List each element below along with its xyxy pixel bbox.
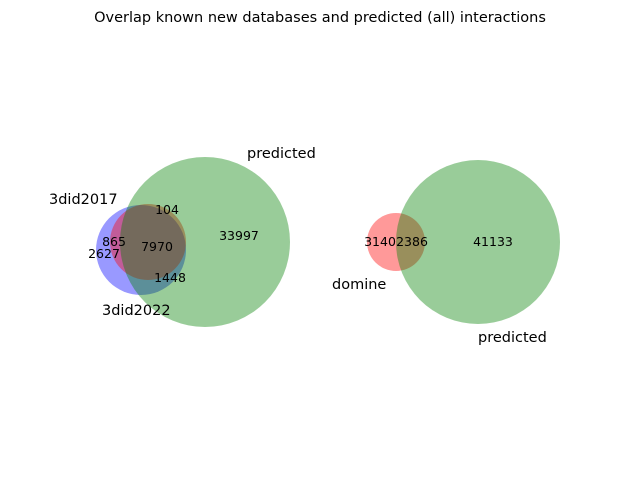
venn2-diagram: domine predicted 3140 2386 41133 — [332, 160, 560, 346]
set-circle-3did2017 — [110, 204, 186, 280]
count-3did2017-predicted: 104 — [155, 202, 179, 217]
count-domine-only: 3140 — [364, 234, 396, 249]
set-label-3did2017: 3did2017 — [49, 192, 118, 208]
set-circle-predicted-left — [120, 157, 290, 327]
set-circle-3did2022 — [96, 205, 186, 295]
set-label-3did2022: 3did2022 — [102, 303, 171, 319]
count-predicted-only-left: 33997 — [219, 228, 259, 243]
count-3did2022-only: 2627 — [88, 246, 120, 261]
set-label-predicted-left: predicted — [247, 146, 316, 162]
venn3-diagram: 3did2017 3did2022 predicted 104 865 7970… — [49, 146, 316, 327]
count-predicted-only-right: 41133 — [473, 234, 513, 249]
set-circle-domine — [367, 213, 425, 271]
set-label-domine: domine — [332, 277, 386, 293]
set-circle-predicted-right — [396, 160, 560, 324]
set-label-predicted-right: predicted — [478, 330, 547, 346]
count-all-three: 7970 — [141, 239, 173, 254]
count-3did2017-3did2022: 865 — [102, 234, 126, 249]
figure-title: Overlap known new databases and predicte… — [94, 10, 546, 26]
count-3did2022-predicted: 1448 — [154, 270, 186, 285]
count-domine-predicted: 2386 — [396, 234, 428, 249]
